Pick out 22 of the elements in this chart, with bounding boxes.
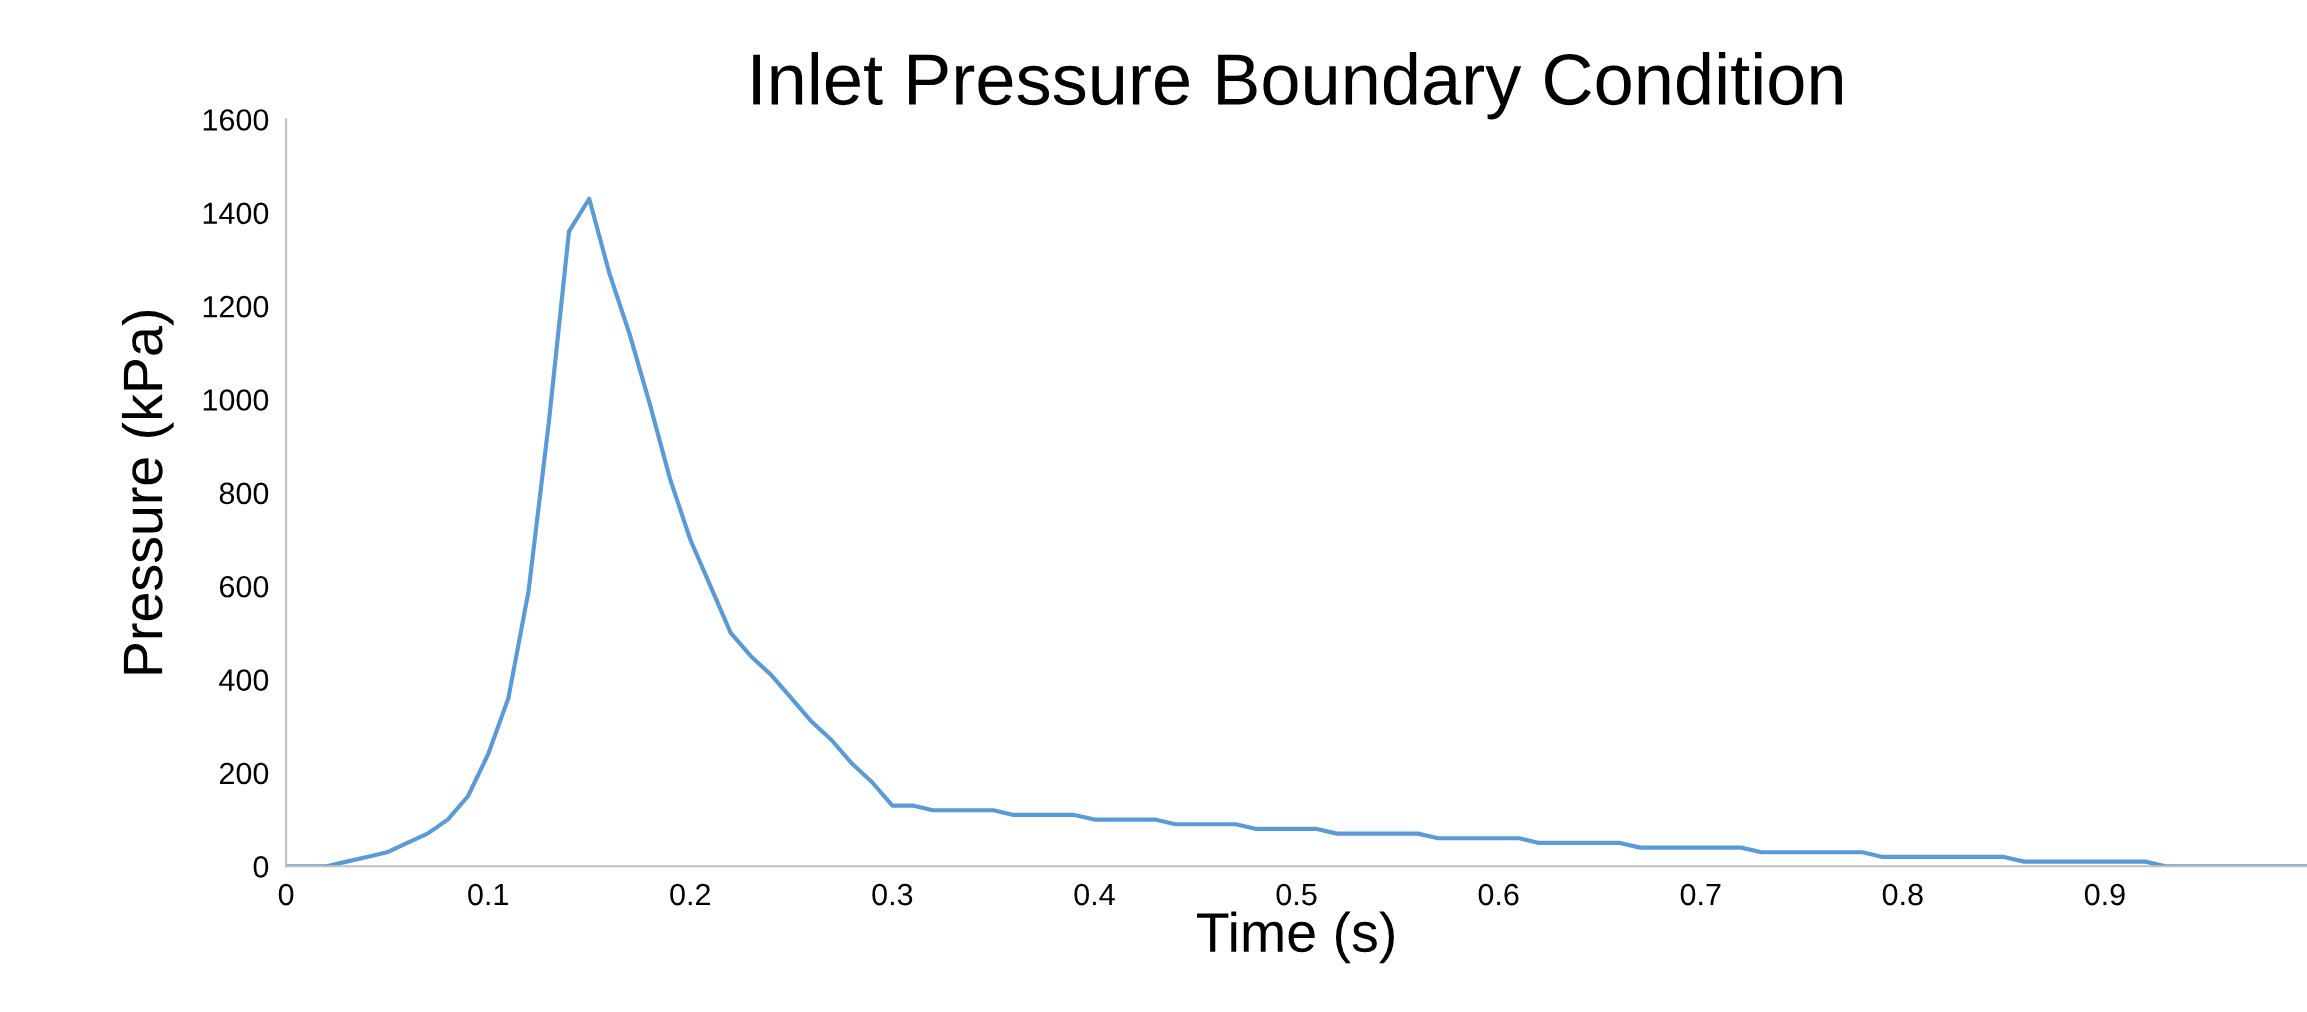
x-tick-label: 0.8 [1882, 883, 1923, 906]
x-tick-label: 0.9 [2084, 883, 2125, 906]
y-tick-label: 1600 [203, 109, 269, 131]
y-tick-label: 200 [219, 762, 269, 785]
x-tick-label: 0.5 [1276, 883, 1317, 906]
y-tick-label: 0 [253, 856, 269, 878]
x-tick-label: 0.7 [1680, 883, 1721, 906]
x-tick-label: 0.4 [1074, 883, 1115, 906]
x-tick-label: 0.2 [670, 883, 710, 906]
y-axis-title: Pressure (kPa) [121, 311, 174, 674]
y-tick-label: 1200 [203, 295, 269, 318]
y-tick-label: 600 [219, 575, 269, 598]
x-tick-label: 0.6 [1478, 883, 1519, 906]
x-axis-title: Time (s) [1197, 911, 1394, 964]
x-tick-label: 0 [278, 883, 294, 906]
y-tick-label: 800 [219, 482, 269, 505]
y-tick-label: 1400 [203, 202, 269, 225]
y-tick-label: 1000 [203, 389, 269, 411]
x-tick-label: 0.1 [468, 883, 508, 906]
x-tick-label: 0.3 [872, 883, 913, 906]
chart-title: Inlet Pressure Boundary Condition [753, 52, 1842, 120]
y-tick-label: 400 [219, 669, 269, 691]
